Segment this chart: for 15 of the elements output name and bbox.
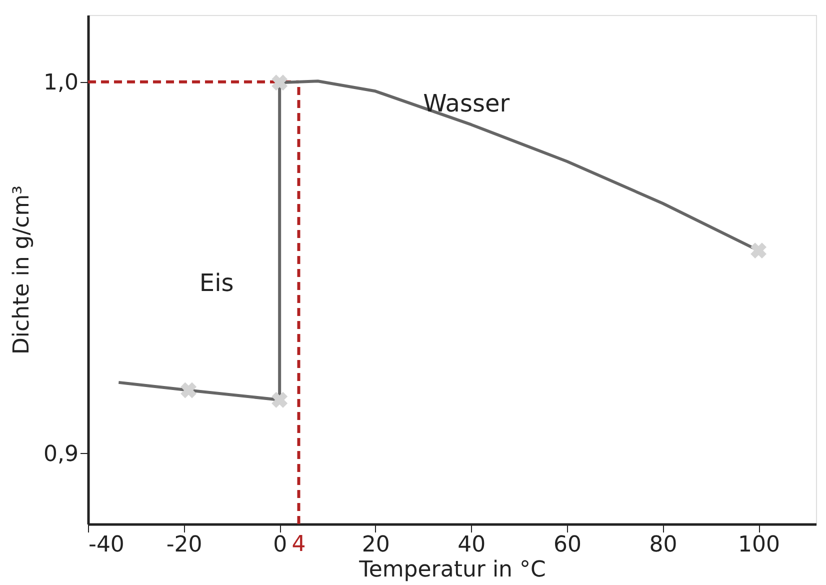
x-tick-label: -20	[166, 532, 202, 558]
x-tick-label: 0	[273, 532, 288, 558]
x-tick-label: 40	[458, 532, 486, 558]
y-tick-label: 0,9	[44, 442, 78, 467]
x-tick-label: 80	[649, 532, 678, 558]
x-tick-label: -40	[88, 532, 124, 558]
x-axis-title: Temperatur in °C	[358, 558, 546, 582]
y-axis-title: Dichte in g/cm³	[10, 185, 35, 355]
y-tick-label: 1,0	[44, 70, 78, 96]
x-tick-label: 60	[553, 532, 582, 558]
x-tick-label: 100	[738, 532, 780, 558]
series-label: Wasser	[423, 90, 510, 118]
ref-line-label: 4	[292, 532, 306, 557]
series-label: Eis	[199, 268, 234, 297]
x-tick-label: 20	[362, 532, 390, 558]
